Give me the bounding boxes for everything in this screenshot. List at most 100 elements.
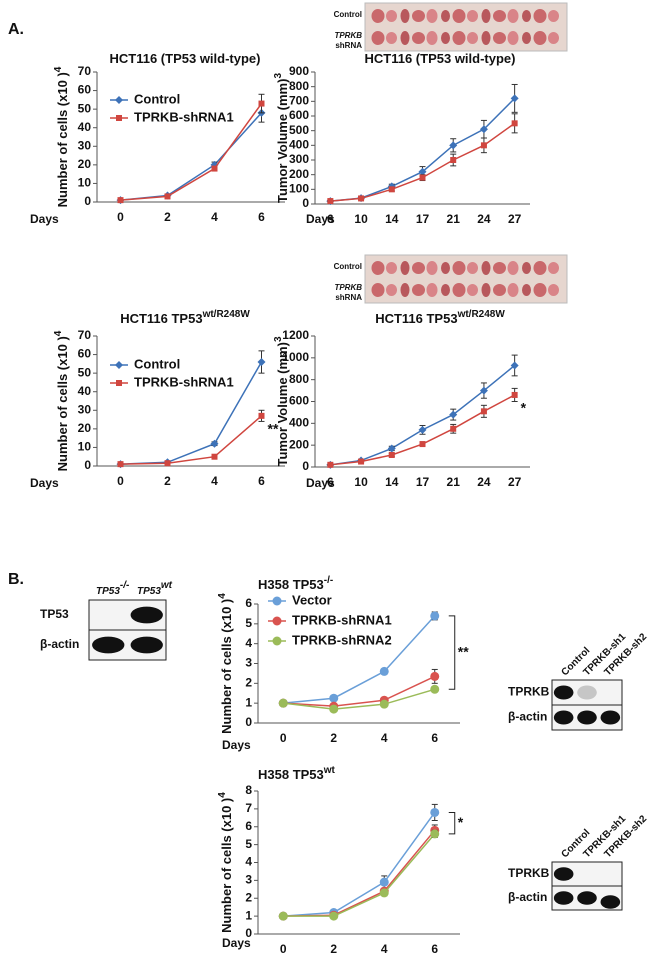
x-axis-label: Days [222, 738, 251, 752]
x-tick-label: 4 [381, 942, 388, 956]
y-axis-label: Number of cells (x10 )4 [217, 593, 234, 734]
tumor [548, 262, 559, 274]
blot-row-label: β-actin [40, 637, 79, 651]
x-tick-label: 0 [117, 210, 124, 224]
data-point [379, 666, 389, 676]
tumor [522, 284, 531, 296]
chart-title-main: HCT116 TP53 [120, 311, 202, 326]
chart-title-sup: wt [323, 765, 336, 776]
data-point [329, 704, 339, 714]
series-line [330, 364, 516, 466]
photo-label: shRNA [335, 41, 362, 50]
data-point [278, 911, 288, 921]
tumor [522, 262, 531, 274]
tumor [507, 31, 519, 45]
blot-band [553, 891, 574, 905]
tumor [493, 10, 506, 22]
y-tick-label: 0 [84, 194, 91, 208]
y-tick-label: 500 [289, 123, 309, 137]
y-axis-label-main: Tumor Volume (mm) [275, 342, 290, 466]
y-tick-label: 1000 [282, 350, 309, 364]
tumor [533, 9, 547, 23]
chart-title: HCT116 (TP53 wild-type) [365, 51, 516, 66]
x-tick-label: 4 [211, 474, 218, 488]
legend-marker [272, 636, 282, 646]
x-tick-label: 2 [330, 731, 337, 745]
x-tick-label: 4 [381, 731, 388, 745]
x-tick-label: 6 [431, 942, 438, 956]
data-point [379, 888, 389, 898]
data-point [258, 100, 265, 107]
blot-row-label: TPRKB [508, 866, 550, 880]
tumor [412, 284, 425, 296]
y-tick-label: 0 [302, 459, 309, 473]
y-axis-label: Number of cells (x10 )4 [217, 792, 234, 933]
chart-title: HCT116 (TP53 wild-type) [110, 51, 261, 66]
panel-label: B. [8, 571, 24, 588]
data-point [480, 142, 487, 149]
blot-row-label: TPRKB [508, 685, 550, 699]
chart-title-main: HCT116 (TP53 wild-type) [365, 51, 516, 66]
tumor [533, 283, 547, 297]
y-tick-label: 6 [245, 596, 252, 610]
data-point [387, 444, 396, 453]
data-point [164, 193, 171, 200]
y-tick-label: 200 [289, 167, 309, 181]
x-tick-label: 24 [477, 475, 491, 489]
significance-label: * [521, 400, 527, 416]
tumor [452, 283, 466, 297]
x-axis-label: Days [306, 212, 335, 226]
tumor [522, 10, 531, 22]
legend-marker [115, 361, 123, 369]
legend-marker [115, 96, 123, 104]
y-tick-label: 1 [245, 695, 252, 709]
blot-band [553, 867, 574, 881]
data-point [258, 412, 265, 419]
blot-column-label-main: TP53 [96, 586, 120, 597]
chart-title-main: HCT116 (TP53 wild-type) [110, 51, 261, 66]
tumor [371, 9, 385, 23]
series-line [120, 112, 263, 201]
data-point [257, 358, 266, 366]
data-point [480, 408, 487, 415]
chart-title-sup: wt/R248W [457, 309, 506, 320]
data-point [418, 167, 427, 176]
y-tick-label: 50 [78, 365, 92, 379]
x-tick-label: 6 [258, 474, 265, 488]
y-axis-label: Tumor Volume (mm)3 [273, 73, 290, 203]
data-point [430, 684, 440, 694]
y-axis-label-sup: 4 [53, 66, 64, 72]
chart-title: H358 TP53wt [258, 765, 336, 782]
tumor [467, 32, 478, 44]
y-axis-label-sup: 3 [273, 336, 284, 342]
data-point [329, 693, 339, 703]
data-point [211, 165, 218, 172]
tumor [493, 32, 506, 44]
series-line [283, 812, 436, 917]
data-point [511, 391, 518, 398]
data-point [479, 125, 488, 134]
x-axis-label: Days [30, 212, 59, 226]
tumor [452, 9, 466, 23]
data-point [430, 829, 440, 839]
y-axis-label-sup: 4 [217, 792, 228, 798]
tumor [426, 261, 438, 275]
tumor [386, 284, 397, 296]
tumor [533, 261, 547, 275]
legend-label: TPRKB-shRNA1 [134, 109, 234, 124]
data-point [164, 460, 171, 467]
chart-title-sup: wt/R248W [202, 309, 251, 320]
tumor [507, 261, 519, 275]
tumor [371, 283, 385, 297]
data-point [211, 453, 218, 460]
tumor [467, 262, 478, 274]
x-tick-label: 14 [385, 212, 399, 226]
y-tick-label: 200 [289, 437, 309, 451]
data-point [327, 198, 334, 205]
x-tick-label: 17 [416, 475, 430, 489]
y-axis-label: Number of cells (x10 )4 [53, 66, 70, 207]
tumor [400, 261, 410, 275]
y-axis-label-sup: 4 [217, 593, 228, 599]
y-axis-label-main: Number of cells (x10 ) [219, 798, 234, 933]
